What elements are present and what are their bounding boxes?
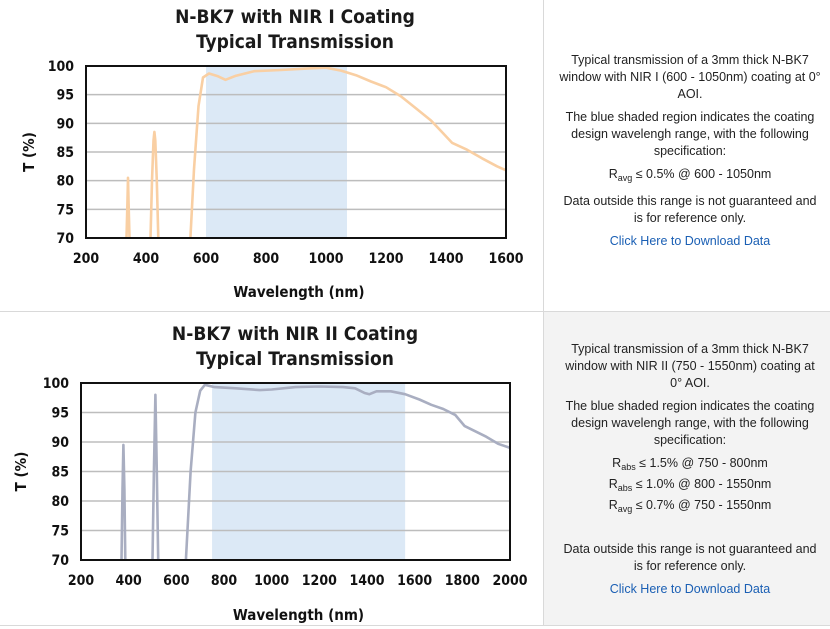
description-text: Typical transmission of a 3mm thick N-BK… [559,53,821,101]
download-data-link[interactable]: Click Here to Download Data [609,582,771,596]
chart-row-nir-i: N-BK7 with NIR I Coating Typical Transmis… [0,0,830,312]
shade-note-text: The blue shaded region indicates the coa… [565,110,815,158]
y-tick-label: 95 [56,88,74,104]
spec-value: ≤ 1.5% @ 750 - 800nm [635,456,768,470]
spec-subscript: abs [621,462,636,472]
y-tick-label: 85 [56,145,74,161]
spec-line: Ravg ≤ 0.5% @ 600 - 1050nm [558,166,822,187]
chart-title-line: N-BK7 with NIR II Coating [172,323,418,345]
plot-frame [80,382,511,561]
x-tick-label: 200 [68,573,95,589]
x-tick-label: 1000 [254,573,289,589]
x-tick-label: 1800 [445,573,480,589]
y-tick-label: 70 [51,553,69,569]
x-tick-label: 1400 [428,251,463,267]
spec-list: Ravg ≤ 0.5% @ 600 - 1050nm [558,166,822,187]
spec-symbol: R [608,167,618,181]
spec-line: Ravg ≤ 0.7% @ 750 - 1550nm [558,497,822,518]
download-data-link[interactable]: Click Here to Download Data [609,234,771,248]
chart-title-line: N-BK7 with NIR I Coating [175,6,415,28]
spec-value: ≤ 1.0% @ 800 - 1550nm [632,477,772,491]
spec-subscript: avg [617,504,633,514]
x-tick-label: 1200 [302,573,337,589]
y-tick-label: 90 [51,435,69,451]
x-axis-label: Wavelength (nm) [233,606,364,624]
y-tick-label: 100 [48,59,75,75]
disclaimer-text: Data outside this range is not guarantee… [563,542,817,573]
y-tick-label: 95 [51,406,69,422]
y-axis-label: T (%) [20,132,38,172]
x-tick-label: 800 [211,573,238,589]
y-tick-label: 75 [51,524,69,540]
series-line [125,66,506,238]
x-tick-label: 400 [133,251,160,267]
chart-row-nir-ii: N-BK7 with NIR II Coating Typical Transmi… [0,312,830,626]
spec-symbol: R [612,456,622,470]
x-tick-label: 1200 [368,251,403,267]
x-tick-label: 400 [116,573,143,589]
x-tick-label: 600 [193,251,220,267]
spec-symbol: R [608,477,618,491]
y-tick-label: 80 [51,494,69,510]
y-axis-label: T (%) [12,452,30,492]
x-tick-label: 200 [73,251,100,267]
spec-subscript: abs [617,483,633,493]
spec-value: ≤ 0.5% @ 600 - 1050nm [632,167,772,181]
info-panel-nir-i: Typical transmission of a 3mm thick N-BK… [544,0,830,311]
chart-title-line: Typical Transmission [196,31,394,53]
y-tick-label: 100 [43,376,70,392]
x-tick-label: 1600 [488,251,523,267]
description-text: Typical transmission of a 3mm thick N-BK… [565,342,815,390]
spec-symbol: R [608,498,618,512]
x-tick-label: 1000 [308,251,343,267]
series-line [120,383,510,560]
spec-line: Rabs ≤ 1.0% @ 800 - 1550nm [558,476,822,497]
y-tick-label: 70 [56,231,74,247]
y-tick-label: 85 [51,465,69,481]
plot-frame [85,65,507,239]
x-tick-label: 1600 [397,573,432,589]
chart-nir-ii: N-BK7 with NIR II Coating Typical Transmi… [12,323,528,624]
spec-line: Rabs ≤ 1.5% @ 750 - 800nm [558,455,822,476]
shade-note-text: The blue shaded region indicates the coa… [565,399,815,447]
x-tick-label: 1400 [349,573,384,589]
spec-list: Rabs ≤ 1.5% @ 750 - 800nm Rabs ≤ 1.0% @ 8… [558,455,822,518]
disclaimer-text: Data outside this range is not guarantee… [563,194,817,225]
x-axis-label: Wavelength (nm) [233,283,364,301]
chart-nir-i: N-BK7 with NIR I Coating Typical Transmis… [20,6,524,301]
chart-cell: N-BK7 with NIR II Coating Typical Transmi… [0,312,544,625]
y-tick-label: 90 [56,116,74,132]
y-tick-label: 75 [56,202,74,218]
chart-cell: N-BK7 with NIR I Coating Typical Transmis… [0,0,544,311]
spec-value: ≤ 0.7% @ 750 - 1550nm [632,498,772,512]
x-tick-label: 600 [163,573,190,589]
info-panel-nir-ii: Typical transmission of a 3mm thick N-BK… [544,312,830,625]
x-tick-label: 2000 [492,573,527,589]
x-tick-label: 800 [253,251,280,267]
y-tick-label: 80 [56,174,74,190]
spec-subscript: avg [617,173,633,183]
chart-title-line: Typical Transmission [196,348,394,370]
